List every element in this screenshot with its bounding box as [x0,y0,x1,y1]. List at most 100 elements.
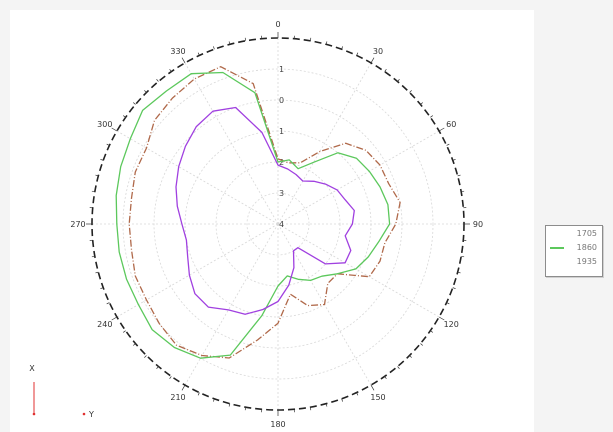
tick-mark [91,255,95,258]
tick-mark [100,159,104,161]
legend-item-1935: 1935 [548,256,600,268]
tick-mark [309,407,312,411]
radial-label: 1 [279,65,284,74]
tick-mark [122,115,126,118]
angle-label-120: 120 [444,320,459,329]
tick-mark [213,398,215,402]
tick-mark [181,57,186,64]
legend-item-1860: 1860 [548,242,600,254]
angle-label-60: 60 [446,120,456,129]
tick-mark [244,37,247,41]
y-axis-label: Y [88,410,94,419]
tick-mark [91,190,95,193]
radial-label: 2 [279,158,284,167]
tick-mark [452,287,456,289]
tick-mark [446,143,450,146]
grid-ring [246,192,310,256]
tick-mark [325,403,328,407]
legend-swatch-1860 [550,247,564,249]
angle-label-30: 30 [373,47,383,56]
tick-mark [446,302,450,305]
tick-mark [156,78,159,82]
tick-mark [228,41,231,45]
grid-spoke [277,223,440,318]
angle-label-180: 180 [270,420,285,429]
tick-mark [420,102,424,105]
tick-mark [370,57,375,64]
tick-mark [409,90,412,93]
angle-label-240: 240 [97,320,112,329]
angle-label-0: 0 [275,20,280,29]
x-axis-label: X [29,364,35,373]
tick-mark [228,403,231,407]
series-line-1860 [115,71,391,359]
tick-mark [106,143,110,146]
tick-mark [244,407,247,411]
angle-label-300: 300 [97,120,112,129]
tick-mark [341,398,343,402]
y-axis-indicator [82,412,86,416]
tick-mark [95,174,99,177]
tick-mark [409,355,412,358]
legend-label-1860: 1860 [576,243,597,252]
tick-mark [461,190,465,193]
grid-ring [122,68,434,380]
tick-mark [397,366,400,370]
axis-origin-dot [32,412,36,416]
tick-mark [430,330,434,333]
polar-chart: 0 30 60 90 120 150 180 210 240 270 300 330 1 0 1 2 3 4 X Y [29,20,483,429]
tick-mark [356,392,359,396]
tick-mark [122,330,126,333]
tick-mark [213,46,215,50]
plot-panel: 0 30 60 90 120 150 180 210 240 270 300 330 1 0 1 2 3 4 X Y [10,10,534,432]
legend-label-1935: 1935 [576,257,597,266]
grid-spoke [184,223,279,386]
grid-spoke [116,223,279,318]
tick-mark [144,90,147,93]
legend-item-1705: 1705 [548,228,600,240]
grid-spoke [184,62,279,225]
radial-label: 0 [279,96,284,105]
tick-mark [132,343,136,346]
tick-mark [181,384,186,391]
tick-mark [106,302,110,305]
tick-mark [169,68,172,72]
radial-label: 1 [279,127,284,136]
tick-mark [144,355,147,358]
radial-label: 3 [279,189,284,198]
grid-spoke [116,130,279,225]
tick-mark [111,316,118,321]
radial-label: 4 [279,220,284,229]
series-line-1705 [128,66,401,359]
angle-label-270: 270 [70,220,85,229]
tick-mark [100,287,104,289]
tick-mark [156,366,159,370]
angle-label-210: 210 [170,393,185,402]
tick-mark [461,255,465,258]
tick-mark [452,159,456,161]
tick-mark [420,343,424,346]
tick-mark [197,392,200,396]
tick-mark [197,52,200,56]
legend-swatch-1705 [550,233,564,235]
tick-mark [341,46,343,50]
tick-mark [132,102,136,105]
legend-label-1705: 1705 [576,229,597,238]
tick-mark [438,316,445,321]
tick-mark [457,174,461,177]
tick-mark [397,78,400,82]
tick-mark [430,115,434,118]
grid-spoke [277,130,440,225]
tick-mark [384,376,387,380]
tick-mark [438,127,445,132]
tick-mark [457,271,461,274]
grid-spoke [277,62,372,225]
tick-mark [370,384,375,391]
series-line-1935 [175,106,355,315]
tick-mark [384,68,387,72]
tick-mark [325,41,328,45]
angle-label-150: 150 [370,393,385,402]
angle-label-330: 330 [170,47,185,56]
tick-mark [111,127,118,132]
legend-swatch-1935 [550,261,564,263]
